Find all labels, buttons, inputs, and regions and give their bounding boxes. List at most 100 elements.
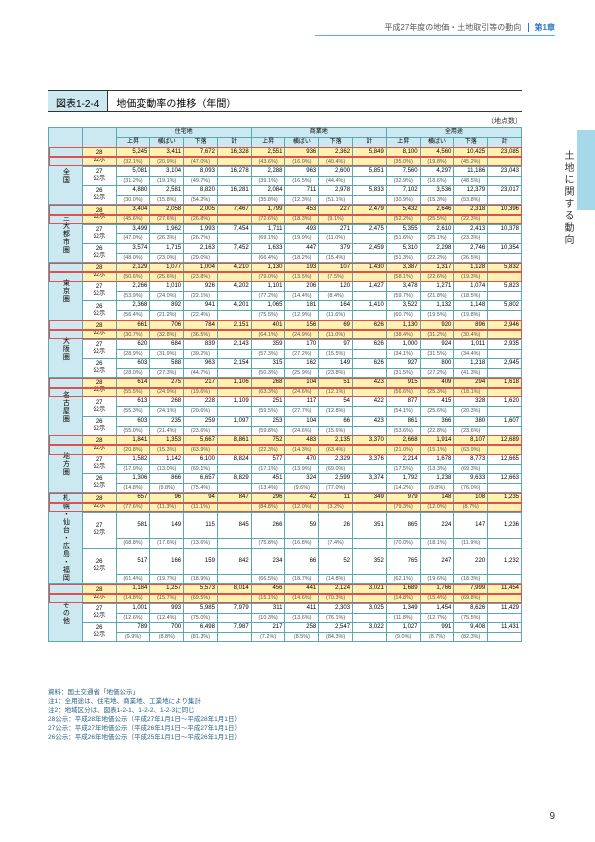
data-cell: 1,766	[420, 584, 454, 594]
pct-cell: (25.6%)	[420, 407, 454, 416]
data-cell: 1,430	[353, 263, 387, 273]
pct-cell: (14.8%)	[386, 594, 420, 603]
pct-cell: (55.5%)	[116, 388, 150, 397]
pct-cell: (18.9%)	[184, 575, 218, 584]
pct-cell	[488, 349, 522, 358]
page-header: 平成27年度の地価・土地取引等の動向 第1章	[384, 22, 555, 33]
pct-cell	[488, 594, 522, 603]
pct-cell: (32.9%)	[386, 176, 420, 185]
data-cell: 1,184	[116, 584, 150, 594]
pct-cell: (7.2%)	[251, 632, 285, 641]
pct-cell	[353, 330, 387, 339]
pct-cell	[488, 234, 522, 243]
data-cell: 324	[285, 474, 319, 484]
data-cell: 217	[184, 378, 218, 388]
year-label: 26公示	[82, 243, 116, 262]
data-cell: 963	[184, 359, 218, 369]
data-cell: 5,081	[116, 166, 150, 176]
year-label: 27公示	[82, 397, 116, 416]
pct-cell	[217, 539, 251, 548]
data-cell: 991	[420, 622, 454, 632]
year-label: 27公示	[82, 282, 116, 301]
pct-cell: (18.3%)	[285, 215, 319, 224]
data-cell: 16,278	[217, 166, 251, 176]
pct-cell: (35.8%)	[251, 196, 285, 205]
data-cell: 2,084	[251, 186, 285, 196]
region-label: 三大都市圏	[49, 205, 83, 263]
pct-cell	[488, 539, 522, 548]
pct-cell: (25.3%)	[420, 388, 454, 397]
pct-cell: (27.3%)	[150, 368, 184, 377]
pct-cell	[353, 464, 387, 473]
data-cell: 2,058	[150, 205, 184, 215]
pct-cell: (47.0%)	[116, 234, 150, 243]
pct-cell: (48.0%)	[116, 253, 150, 262]
pct-cell	[488, 445, 522, 454]
pct-cell	[217, 215, 251, 224]
note-line: 注1：全用途は、住宅地、商業地、工業地により集計	[48, 697, 241, 706]
data-cell: 7,999	[454, 584, 488, 594]
pct-cell: (31.5%)	[386, 368, 420, 377]
data-cell: 8,829	[217, 474, 251, 484]
pct-cell: (24.6%)	[285, 388, 319, 397]
data-cell: 8,100	[386, 147, 420, 157]
data-cell: 2,746	[454, 243, 488, 253]
data-cell: 104	[285, 378, 319, 388]
data-cell: 1,349	[386, 603, 420, 613]
pct-cell: (14.8%)	[319, 575, 353, 584]
pct-cell: (68.8%)	[116, 539, 150, 548]
data-cell: 5,245	[116, 147, 150, 157]
data-cell: 1,074	[454, 282, 488, 292]
data-cell: 268	[251, 378, 285, 388]
pct-cell	[353, 445, 387, 454]
data-cell: 228	[184, 397, 218, 407]
pct-cell: (55.0%)	[116, 426, 150, 435]
data-cell: 2,978	[319, 186, 353, 196]
pct-cell: (22.8%)	[420, 426, 454, 435]
pct-cell: (76.0%)	[454, 484, 488, 493]
pct-cell: (69.1%)	[184, 464, 218, 473]
pct-cell: (19.1%)	[150, 176, 184, 185]
data-cell: 275	[150, 378, 184, 388]
data-cell: 700	[150, 622, 184, 632]
pct-cell: (19.5%)	[420, 311, 454, 320]
year-label: 27公示	[82, 339, 116, 358]
data-cell: 447	[285, 243, 319, 253]
data-cell: 268	[150, 397, 184, 407]
pct-cell: (79.3%)	[386, 503, 420, 512]
data-cell: 3,025	[353, 603, 387, 613]
data-cell: 97	[319, 339, 353, 349]
data-cell: 1,004	[184, 263, 218, 273]
pct-cell: (31.2%)	[420, 330, 454, 339]
pct-cell: (49.7%)	[184, 176, 218, 185]
pct-cell	[353, 613, 387, 622]
sub-col: 上昇	[116, 137, 150, 147]
pct-cell: (18.1%)	[420, 539, 454, 548]
data-cell: 789	[116, 622, 150, 632]
note-line: 28公示：平成28年地価公示（平成27年1月1日～平成28年1月1日）	[48, 715, 241, 724]
data-cell: 11,431	[488, 622, 522, 632]
pct-cell	[353, 407, 387, 416]
data-cell: 892	[150, 301, 184, 311]
data-cell: 963	[285, 166, 319, 176]
data-cell: 1,000	[386, 339, 420, 349]
data-cell: 296	[251, 493, 285, 503]
year-label: 26公示	[82, 359, 116, 378]
pct-cell	[353, 234, 387, 243]
data-cell: 1,097	[217, 416, 251, 426]
data-cell: 926	[184, 282, 218, 292]
pct-cell: (23.6%)	[184, 426, 218, 435]
pct-cell: (19.9%)	[285, 234, 319, 243]
pct-cell: (59.7%)	[386, 292, 420, 301]
pct-cell	[353, 594, 387, 603]
pct-cell: (51.1%)	[319, 196, 353, 205]
data-cell: 5,310	[386, 243, 420, 253]
figure-container: 図表1-2-4 地価変動率の推移（年間） （地点数） 住宅地商業地全用途上昇横ば…	[48, 90, 522, 642]
pct-cell: (17.5%)	[386, 464, 420, 473]
data-cell: 16,281	[217, 186, 251, 196]
data-cell: 614	[116, 378, 150, 388]
data-cell: 7,560	[386, 166, 420, 176]
data-cell: 54	[319, 397, 353, 407]
pct-cell: (18.7%)	[285, 575, 319, 584]
pct-cell: (18.2%)	[285, 253, 319, 262]
